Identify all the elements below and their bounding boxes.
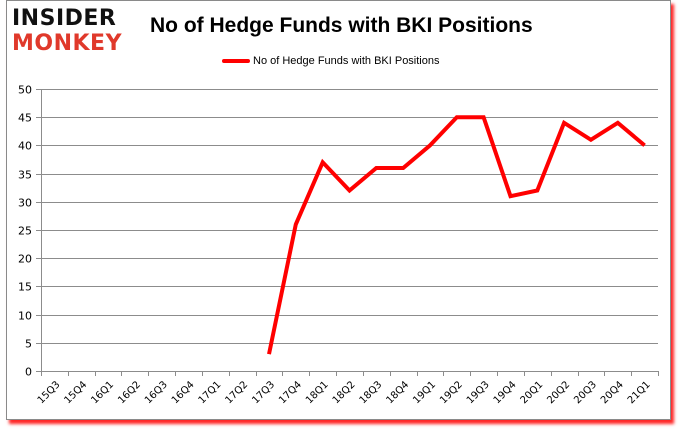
x-tick-label: 18Q2 <box>331 379 358 406</box>
y-tick-label: 35 <box>18 169 32 182</box>
chart-title: No of Hedge Funds with BKI Positions <box>150 14 533 37</box>
legend-label: No of Hedge Funds with BKI Positions <box>253 55 440 67</box>
x-tick-label: 20Q3 <box>572 379 599 406</box>
x-tick-label: 19Q2 <box>438 379 465 406</box>
x-tick-label: 18Q3 <box>358 379 385 406</box>
x-tick-label: 20Q4 <box>599 379 626 406</box>
y-tick-label: 45 <box>18 112 32 125</box>
x-tick-label: 15Q3 <box>36 379 63 406</box>
legend-line-swatch-icon <box>222 59 250 63</box>
y-tick-label: 25 <box>18 225 32 238</box>
x-tick-label: 16Q2 <box>116 379 143 406</box>
logo-line-1: INSIDER <box>12 6 117 31</box>
chart-frame <box>6 0 671 420</box>
x-tick-label: 18Q1 <box>304 379 331 406</box>
x-tick-label: 21Q1 <box>626 379 653 406</box>
y-tick-label: 5 <box>25 338 32 351</box>
y-tick-label: 15 <box>18 281 32 294</box>
y-tick-label: 40 <box>18 140 32 153</box>
x-tick-label: 19Q1 <box>411 379 438 406</box>
x-tick-label: 17Q1 <box>197 379 224 406</box>
x-tick-label: 17Q3 <box>250 379 277 406</box>
x-tick-label: 20Q2 <box>545 379 572 406</box>
x-tick-label: 16Q1 <box>89 379 116 406</box>
y-tick-label: 0 <box>25 366 32 379</box>
x-tick-label: 16Q3 <box>143 379 170 406</box>
x-tick-label: 17Q2 <box>223 379 250 406</box>
x-tick-label: 18Q4 <box>384 379 411 406</box>
logo-line-2: MONKEY <box>12 31 123 56</box>
chart-legend: No of Hedge Funds with BKI Positions <box>222 53 439 69</box>
x-tick-label: 16Q4 <box>170 379 197 406</box>
y-tick-label: 30 <box>18 197 32 210</box>
y-tick-label: 20 <box>18 253 32 266</box>
x-tick-label: 19Q4 <box>492 379 519 406</box>
x-tick-label: 20Q1 <box>519 379 546 406</box>
x-tick-label: 17Q4 <box>277 379 304 406</box>
y-tick-label: 10 <box>18 310 32 323</box>
y-tick-label: 50 <box>18 84 32 97</box>
insider-monkey-logo: INSIDER MONKEY <box>8 4 126 56</box>
x-tick-label: 15Q4 <box>63 379 90 406</box>
series-line <box>267 115 646 355</box>
x-tick-label: 19Q3 <box>465 379 492 406</box>
